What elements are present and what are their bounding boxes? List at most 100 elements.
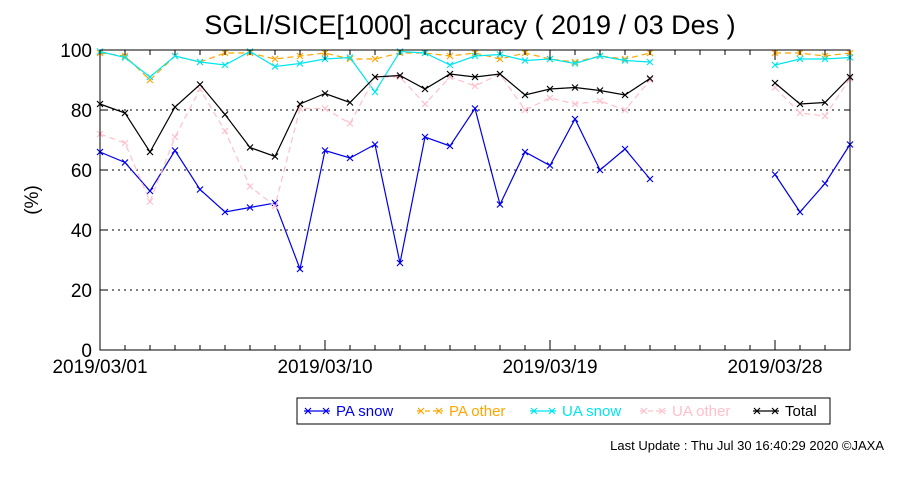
data-point-total <box>396 72 404 79</box>
data-point-pa-other <box>121 52 129 60</box>
legend-box <box>296 397 831 425</box>
data-point-total <box>521 91 529 99</box>
legend-marker-pa-snow <box>322 407 330 415</box>
data-point-pa-snow <box>621 145 629 153</box>
series-ua-snow <box>96 48 854 96</box>
data-point-ua-snow <box>471 52 479 60</box>
data-point-total <box>196 81 204 88</box>
data-point-pa-other <box>571 58 579 66</box>
data-point-ua-other <box>321 105 329 112</box>
data-point-pa-snow <box>571 115 579 123</box>
data-point-ua-other <box>346 120 354 127</box>
data-point-ua-other <box>471 82 479 90</box>
legend-marker-total <box>771 407 779 415</box>
legend-label-ua-snow: UA snow <box>562 403 621 420</box>
legend-marker-pa-snow <box>304 407 312 415</box>
y-tick-label: 60 <box>71 161 92 182</box>
data-point-pa-other <box>821 52 829 60</box>
legend: PA snow PA other UA snow UA other Total <box>296 397 831 425</box>
legend-marker-total <box>753 407 761 415</box>
data-point-ua-other <box>646 76 654 84</box>
data-point-ua-snow <box>346 54 354 61</box>
data-point-total <box>621 91 629 99</box>
data-point-ua-other <box>571 100 579 108</box>
data-point-pa-snow <box>121 159 129 166</box>
data-point-total <box>321 90 329 97</box>
data-point-ua-snow <box>596 52 604 60</box>
data-point-total <box>121 109 129 117</box>
legend-marker-ua-snow <box>548 407 556 415</box>
series-line-pa-snow <box>99 107 651 272</box>
data-point-total <box>271 153 279 160</box>
data-point-ua-other <box>546 94 554 102</box>
data-point-pa-other <box>446 52 454 60</box>
y-tick-label: 80 <box>71 101 92 122</box>
data-point-pa-snow <box>471 105 479 112</box>
series-layer <box>96 48 854 273</box>
data-point-ua-other <box>596 97 604 105</box>
data-point-pa-snow <box>596 166 604 174</box>
y-tick-label: 0 <box>81 341 92 362</box>
data-point-pa-snow <box>421 133 429 141</box>
series-pa-snow <box>96 105 854 273</box>
data-point-ua-snow <box>646 58 654 66</box>
data-point-ua-snow <box>621 57 629 64</box>
data-point-pa-snow <box>171 147 179 154</box>
data-point-ua-snow <box>821 55 829 63</box>
data-point-ua-other <box>796 109 804 117</box>
data-point-pa-other <box>271 55 279 63</box>
data-point-ua-snow <box>771 61 779 69</box>
data-point-pa-snow <box>821 180 829 187</box>
x-tick-label: 2019/03/28 <box>727 357 822 378</box>
data-point-total <box>571 84 579 91</box>
legend-marker-pa-other <box>435 407 443 415</box>
data-point-ua-other <box>246 183 254 190</box>
data-point-ua-snow <box>296 60 304 67</box>
data-point-pa-snow <box>496 201 504 208</box>
data-point-pa-snow <box>371 141 379 148</box>
data-point-pa-snow <box>146 187 154 195</box>
data-point-total <box>346 99 354 106</box>
axis-layer: 0 20 40 60 80 100 2019/03/01 2019/03/10 2019/03/… <box>52 41 851 378</box>
data-point-ua-other <box>171 133 179 141</box>
legend-marker-ua-snow <box>530 407 538 415</box>
data-point-ua-snow <box>371 88 379 96</box>
data-point-total <box>821 99 829 106</box>
data-point-ua-other <box>621 106 629 114</box>
data-point-pa-snow <box>796 208 804 216</box>
data-point-total <box>246 144 254 151</box>
data-point-ua-other <box>396 73 404 81</box>
data-point-pa-snow <box>221 208 229 216</box>
y-tick-label: 100 <box>60 41 92 62</box>
data-point-ua-other <box>271 202 279 210</box>
data-point-ua-snow <box>271 63 279 70</box>
data-point-ua-snow <box>146 73 154 81</box>
y-tick-label: 40 <box>71 221 92 242</box>
data-point-total <box>371 73 379 81</box>
data-point-total <box>471 73 479 81</box>
data-point-pa-other <box>146 76 154 84</box>
legend-label-total: Total <box>785 403 817 420</box>
data-point-total <box>771 79 779 87</box>
data-point-ua-snow <box>446 61 454 69</box>
x-tick-label: 2019/03/19 <box>502 357 597 378</box>
data-point-ua-other <box>421 100 429 108</box>
data-point-pa-snow <box>521 148 529 156</box>
data-point-ua-snow <box>171 52 179 60</box>
data-point-ua-snow <box>521 57 529 64</box>
data-point-pa-snow <box>396 259 404 267</box>
legend-label-pa-other: PA other <box>449 403 505 420</box>
data-point-total <box>421 85 429 93</box>
data-point-total <box>496 70 504 78</box>
series-line-total <box>774 76 851 105</box>
legend-marker-ua-other <box>640 407 648 415</box>
data-point-pa-snow <box>446 142 454 150</box>
data-point-ua-snow <box>121 54 129 61</box>
data-point-pa-snow <box>296 265 304 273</box>
legend-label-pa-snow: PA snow <box>336 403 393 420</box>
data-point-total <box>446 70 454 78</box>
data-point-ua-snow <box>221 61 229 69</box>
last-update-text: Last Update : Thu Jul 30 16:40:29 2020 ©… <box>610 438 884 453</box>
data-point-pa-snow <box>196 186 204 193</box>
